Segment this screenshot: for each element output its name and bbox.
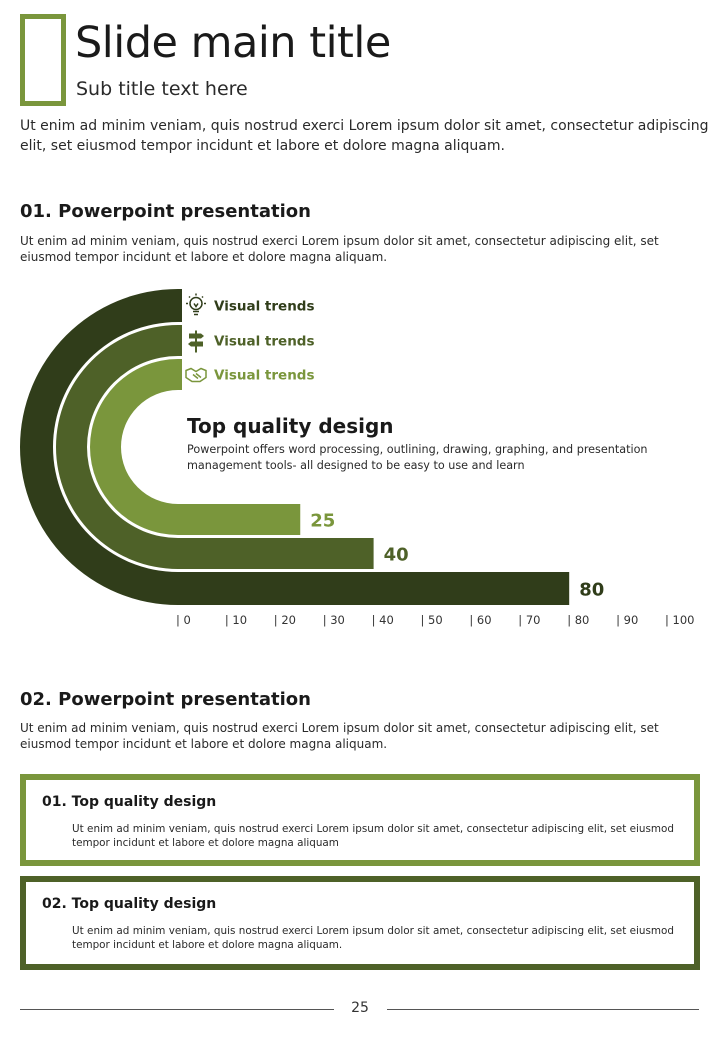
x-tick-label: | 100 (665, 613, 694, 627)
chart-title: Top quality design (187, 414, 394, 438)
section-1-text: Ut enim ad minim veniam, quis nostrud ex… (20, 234, 659, 264)
x-tick-label: | 10 (225, 613, 247, 627)
bar-value-label: 80 (579, 580, 604, 601)
chart-description: Powerpoint offers word processing, outli… (187, 443, 651, 472)
handshake-icon (185, 367, 207, 383)
x-tick-label: | 50 (421, 613, 443, 627)
info-card-1: 01. Top quality design Ut enim ad minim … (20, 774, 700, 866)
chart-bar-3 (90, 359, 301, 535)
footer-rule-right (387, 1009, 699, 1010)
info-card-2: 02. Top quality design Ut enim ad minim … (20, 876, 700, 970)
page-title: Slide main title (75, 18, 391, 68)
info-card-title: 02. Top quality design (42, 896, 217, 912)
info-card-text: Ut enim ad minim veniam, quis nostrud ex… (72, 823, 674, 849)
chart-bar-1 (20, 289, 570, 605)
signpost-icon (188, 330, 204, 353)
section-1-heading: 01. Powerpoint presentation (20, 201, 311, 222)
x-tick-label: | 30 (323, 613, 345, 627)
section-2-text: Ut enim ad minim veniam, quis nostrud ex… (20, 721, 659, 751)
footer-rule-left (20, 1009, 334, 1010)
category-label: Visual trends (214, 299, 315, 315)
category-label: Visual trends (214, 334, 315, 350)
info-card-text: Ut enim ad minim veniam, quis nostrud ex… (72, 925, 674, 951)
page-subtitle: Sub title text here (76, 78, 248, 100)
x-tick-label: | 20 (274, 613, 296, 627)
title-accent-box (20, 14, 66, 106)
lightbulb-icon (186, 293, 206, 316)
x-tick-label: | 60 (469, 613, 491, 627)
category-label: Visual trends (214, 368, 315, 384)
x-tick-label: | 70 (518, 613, 540, 627)
x-tick-label: | 0 (176, 613, 191, 627)
x-tick-label: | 90 (616, 613, 638, 627)
info-card-title: 01. Top quality design (42, 794, 217, 810)
bar-value-label: 40 (384, 545, 409, 566)
chart-bar-2 (56, 325, 374, 569)
bar-value-label: 25 (310, 511, 335, 532)
radial-bar-chart: 80 Visual trends 40 Visual trends 25 Visual t… (20, 289, 694, 627)
page-number: 25 (351, 1000, 369, 1016)
intro-text: Ut enim ad minim veniam, quis nostrud ex… (20, 118, 709, 154)
x-tick-label: | 40 (372, 613, 394, 627)
section-2-heading: 02. Powerpoint presentation (20, 689, 311, 710)
x-tick-label: | 80 (567, 613, 589, 627)
